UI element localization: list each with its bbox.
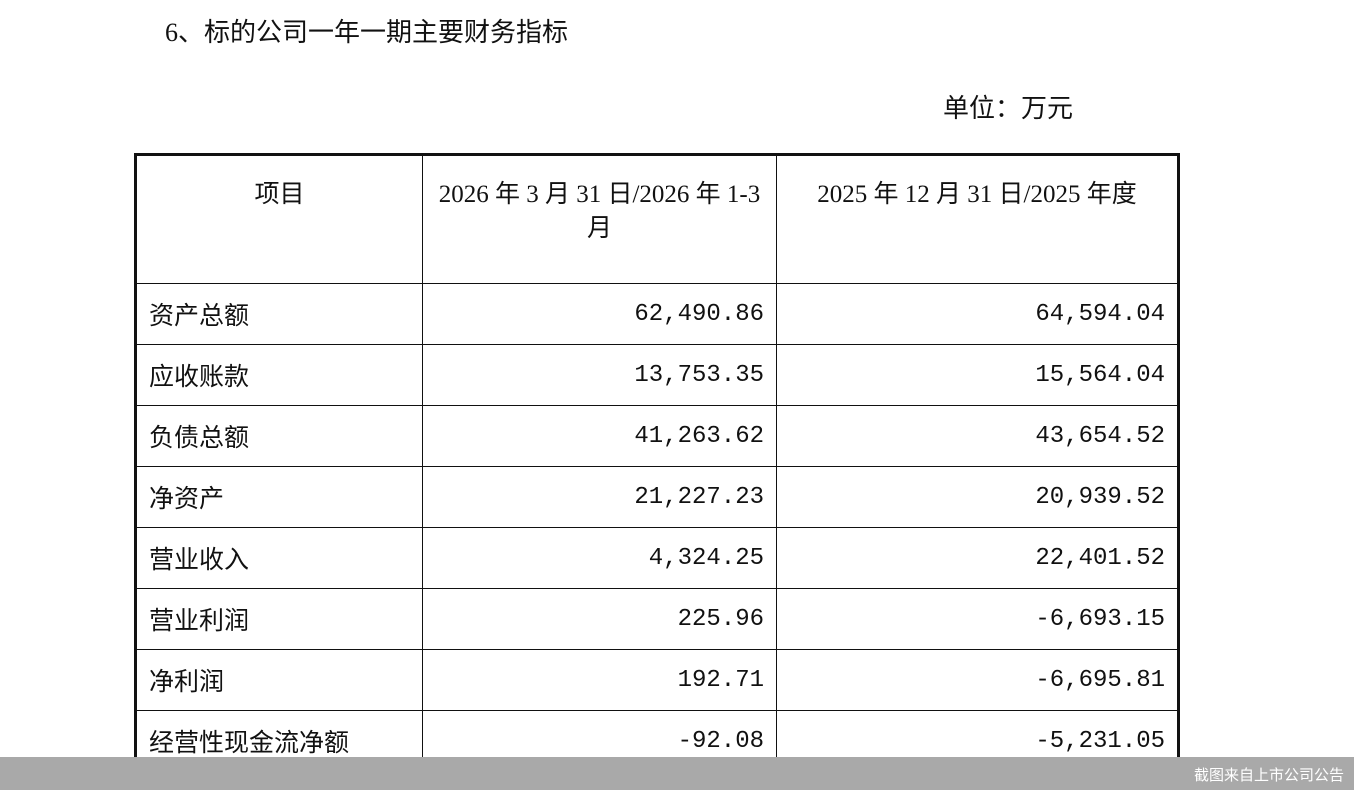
table-row: 负债总额 41,263.62 43,654.52: [135, 405, 1179, 467]
table-row: 净利润 192.71 -6,695.81: [135, 649, 1179, 711]
cell-value: 13,753.35: [422, 344, 777, 406]
row-label: 净资产: [135, 466, 423, 528]
row-label: 资产总额: [135, 283, 423, 345]
unit-label: 单位：万元: [943, 94, 1074, 123]
financial-table: 项目 2026 年 3 月 31 日/2026 年 1-3 月 2025 年 12 …: [134, 153, 1180, 774]
table-row: 净资产 21,227.23 20,939.52: [135, 466, 1179, 528]
row-label: 应收账款: [135, 344, 423, 406]
table-row: 资产总额 62,490.86 64,594.04: [135, 283, 1179, 345]
footer-bar: 截图来自上市公司公告: [0, 757, 1354, 790]
cell-value: 43,654.52: [776, 405, 1179, 467]
cell-value: 21,227.23: [422, 466, 777, 528]
header-row: 项目 2026 年 3 月 31 日/2026 年 1-3 月 2025 年 12 …: [135, 154, 1179, 284]
row-label: 负债总额: [135, 405, 423, 467]
title: 6、标的公司一年一期主要财务指标: [165, 18, 569, 47]
table-row: 营业利润 225.96 -6,693.15: [135, 588, 1179, 650]
row-label: 营业利润: [135, 588, 423, 650]
table-row: 营业收入 4,324.25 22,401.52: [135, 527, 1179, 589]
cell-value: 22,401.52: [776, 527, 1179, 589]
table-body: 资产总额 62,490.86 64,594.04 应收账款 13,753.35 15,56…: [135, 283, 1179, 773]
cell-value: 15,564.04: [776, 344, 1179, 406]
cell-value: -6,695.81: [776, 649, 1179, 711]
cell-value: 41,263.62: [422, 405, 777, 467]
cell-value: 4,324.25: [422, 527, 777, 589]
cell-value: 192.71: [422, 649, 777, 711]
row-label: 净利润: [135, 649, 423, 711]
row-label: 营业收入: [135, 527, 423, 589]
cell-value: 225.96: [422, 588, 777, 650]
cell-value: 20,939.52: [776, 466, 1179, 528]
caption: 截图来自上市公司公告: [1193, 766, 1344, 784]
table-row: 经营性现金流净额 -92.08 -5,231.05: [135, 710, 1179, 773]
table-row: 应收账款 13,753.35 15,564.04: [135, 344, 1179, 406]
column-header: 2025 年 12 月 31 日/2025 年度: [776, 154, 1179, 284]
column-header: 2026 年 3 月 31 日/2026 年 1-3 月: [422, 154, 777, 284]
cell-value: 62,490.86: [422, 283, 777, 345]
cell-value: 64,594.04: [776, 283, 1179, 345]
column-header: 项目: [135, 154, 423, 284]
cell-value: -6,693.15: [776, 588, 1179, 650]
